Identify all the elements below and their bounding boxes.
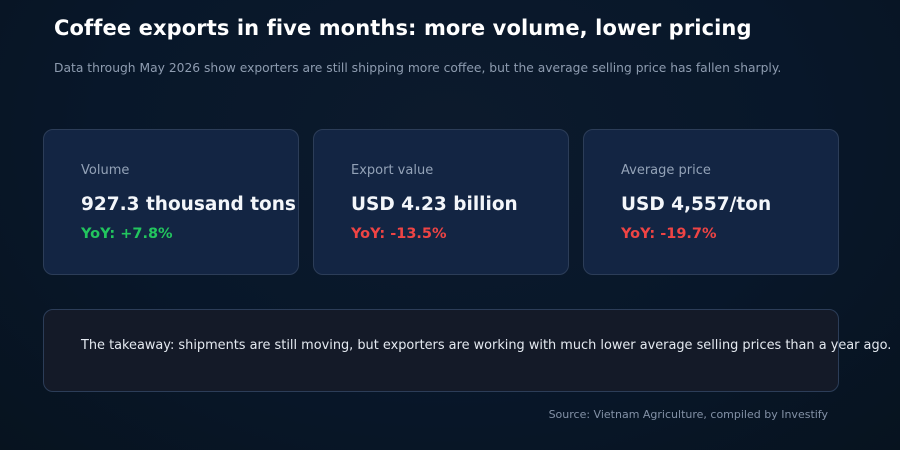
metric-value: 927.3 thousand tons [81,194,296,215]
metric-card-average-price: Average price USD 4,557/ton YoY: -19.7% [583,129,839,275]
page-subtitle: Data through May 2026 show exporters are… [54,61,782,75]
metric-value: USD 4.23 billion [351,194,518,215]
metric-label: Average price [621,163,711,178]
metric-yoy-change: YoY: +7.8% [81,226,173,242]
source-note: Source: Vietnam Agriculture, compiled by… [548,408,828,421]
metric-card-volume: Volume 927.3 thousand tons YoY: +7.8% [43,129,299,275]
metric-card-export-value: Export value USD 4.23 billion YoY: -13.5… [313,129,569,275]
takeaway-panel: The takeaway: shipments are still moving… [43,309,891,392]
metric-value: USD 4,557/ton [621,194,772,215]
metric-label: Volume [81,163,130,178]
metric-yoy-change: YoY: -19.7% [621,226,717,242]
metric-cards: Volume 927.3 thousand tons YoY: +7.8% Ex… [43,129,839,275]
metric-yoy-change: YoY: -13.5% [351,226,447,242]
metric-label: Export value [351,163,434,178]
page-title: Coffee exports in five months: more volu… [54,16,752,40]
takeaway-text: The takeaway: shipments are still moving… [81,338,892,353]
